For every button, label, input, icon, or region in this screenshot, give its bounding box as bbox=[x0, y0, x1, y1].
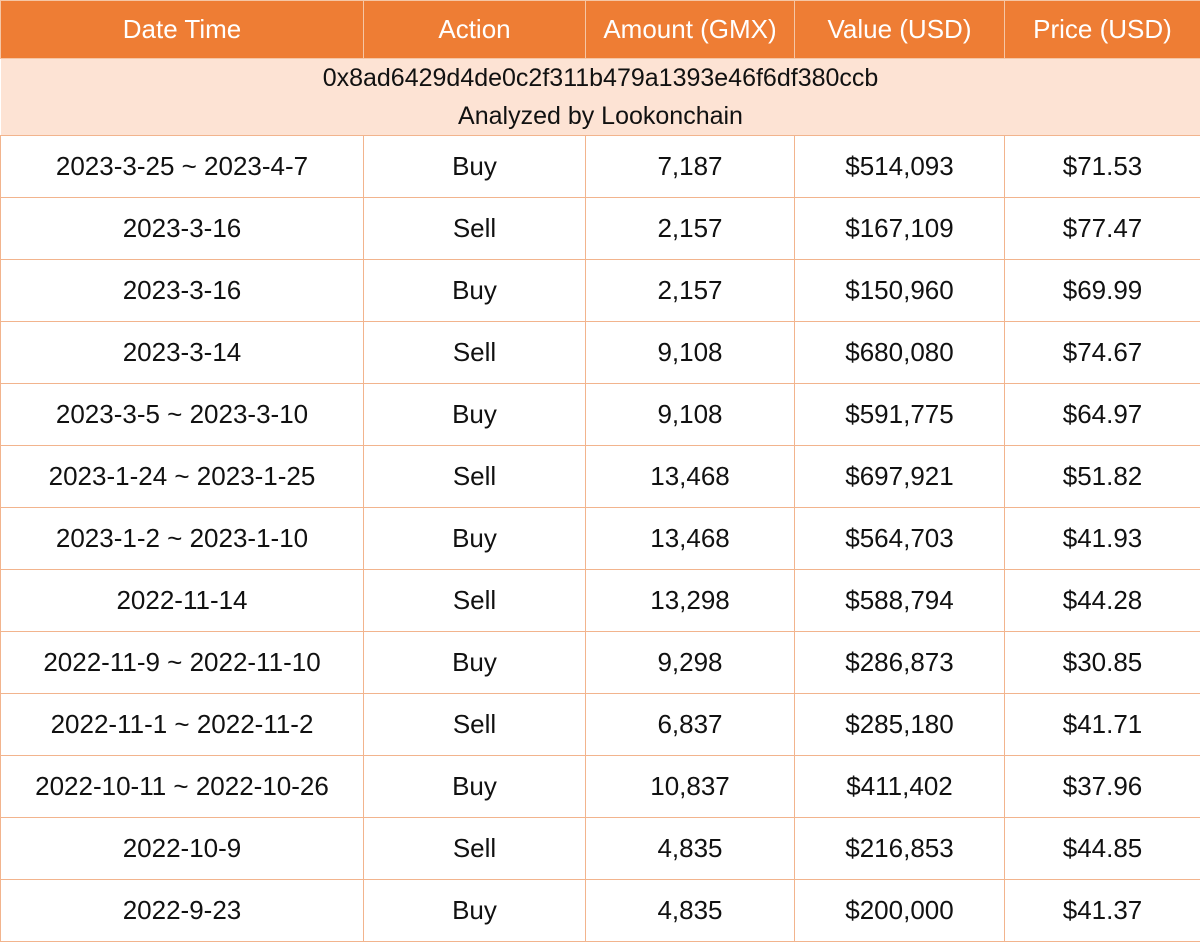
cell-price: $44.85 bbox=[1004, 817, 1200, 880]
cell-date-time: 2023-1-24 ~ 2023-1-25 bbox=[0, 445, 364, 508]
header-action: Action bbox=[363, 0, 586, 59]
cell-action: Buy bbox=[363, 879, 586, 942]
cell-date-time: 2023-3-5 ~ 2023-3-10 bbox=[0, 383, 364, 446]
table-row: 2023-3-16 Buy 2,157 $150,960 $69.99 bbox=[0, 259, 1200, 322]
cell-price: $69.99 bbox=[1004, 259, 1200, 322]
cell-value: $680,080 bbox=[794, 321, 1005, 384]
cell-price: $51.82 bbox=[1004, 445, 1200, 508]
cell-action: Buy bbox=[363, 259, 586, 322]
cell-date-time: 2022-9-23 bbox=[0, 879, 364, 942]
cell-price: $41.93 bbox=[1004, 507, 1200, 570]
cell-action: Buy bbox=[363, 507, 586, 570]
cell-price: $77.47 bbox=[1004, 197, 1200, 260]
header-date-time: Date Time bbox=[0, 0, 364, 59]
cell-action: Buy bbox=[363, 135, 586, 198]
cell-action: Buy bbox=[363, 755, 586, 818]
cell-date-time: 2023-3-25 ~ 2023-4-7 bbox=[0, 135, 364, 198]
cell-date-time: 2022-10-9 bbox=[0, 817, 364, 880]
cell-price: $30.85 bbox=[1004, 631, 1200, 694]
cell-date-time: 2023-3-16 bbox=[0, 197, 364, 260]
header-value: Value (USD) bbox=[794, 0, 1005, 59]
cell-action: Sell bbox=[363, 445, 586, 508]
cell-price: $74.67 bbox=[1004, 321, 1200, 384]
table-row: 2023-3-5 ~ 2023-3-10 Buy 9,108 $591,775 $64.… bbox=[0, 383, 1200, 446]
cell-action: Buy bbox=[363, 631, 586, 694]
table-row: 2023-3-16 Sell 2,157 $167,109 $77.47 bbox=[0, 197, 1200, 260]
cell-price: $41.71 bbox=[1004, 693, 1200, 756]
header-row: Date Time Action Amount (GMX) Value (USD… bbox=[0, 0, 1200, 59]
cell-amount: 9,108 bbox=[585, 321, 795, 384]
cell-value: $167,109 bbox=[794, 197, 1005, 260]
cell-action: Buy bbox=[363, 383, 586, 446]
cell-action: Sell bbox=[363, 817, 586, 880]
table-row: 2023-1-2 ~ 2023-1-10 Buy 13,468 $564,703 $41… bbox=[0, 507, 1200, 570]
cell-amount: 13,298 bbox=[585, 569, 795, 632]
cell-price: $44.28 bbox=[1004, 569, 1200, 632]
cell-amount: 10,837 bbox=[585, 755, 795, 818]
table-row: 2022-11-9 ~ 2022-11-10 Buy 9,298 $286,873 $3… bbox=[0, 631, 1200, 694]
wallet-address: 0x8ad6429d4de0c2f311b479a1393e46f6df380c… bbox=[0, 58, 1200, 97]
cell-date-time: 2022-11-1 ~ 2022-11-2 bbox=[0, 693, 364, 756]
cell-amount: 13,468 bbox=[585, 507, 795, 570]
cell-date-time: 2022-11-14 bbox=[0, 569, 364, 632]
address-row: 0x8ad6429d4de0c2f311b479a1393e46f6df380c… bbox=[0, 58, 1200, 97]
cell-amount: 2,157 bbox=[585, 197, 795, 260]
cell-price: $71.53 bbox=[1004, 135, 1200, 198]
cell-value: $564,703 bbox=[794, 507, 1005, 570]
cell-price: $64.97 bbox=[1004, 383, 1200, 446]
table-header: Date Time Action Amount (GMX) Value (USD… bbox=[0, 0, 1200, 59]
cell-amount: 4,835 bbox=[585, 817, 795, 880]
analyzed-by-label: Analyzed by Lookonchain bbox=[0, 97, 1200, 136]
cell-amount: 9,108 bbox=[585, 383, 795, 446]
cell-value: $150,960 bbox=[794, 259, 1005, 322]
table-row: 2023-3-14 Sell 9,108 $680,080 $74.67 bbox=[0, 321, 1200, 384]
cell-action: Sell bbox=[363, 197, 586, 260]
cell-value: $285,180 bbox=[794, 693, 1005, 756]
cell-value: $216,853 bbox=[794, 817, 1005, 880]
cell-amount: 6,837 bbox=[585, 693, 795, 756]
table-row: 2022-10-11 ~ 2022-10-26 Buy 10,837 $411,402… bbox=[0, 755, 1200, 818]
cell-action: Sell bbox=[363, 693, 586, 756]
cell-value: $200,000 bbox=[794, 879, 1005, 942]
cell-amount: 9,298 bbox=[585, 631, 795, 694]
table-row: 2022-11-14 Sell 13,298 $588,794 $44.28 bbox=[0, 569, 1200, 632]
cell-date-time: 2023-3-16 bbox=[0, 259, 364, 322]
cell-price: $41.37 bbox=[1004, 879, 1200, 942]
table-row: 2022-10-9 Sell 4,835 $216,853 $44.85 bbox=[0, 817, 1200, 880]
table-row: 2022-9-23 Buy 4,835 $200,000 $41.37 bbox=[0, 879, 1200, 942]
cell-date-time: 2023-3-14 bbox=[0, 321, 364, 384]
header-price: Price (USD) bbox=[1004, 0, 1200, 59]
cell-amount: 7,187 bbox=[585, 135, 795, 198]
cell-amount: 2,157 bbox=[585, 259, 795, 322]
cell-date-time: 2022-11-9 ~ 2022-11-10 bbox=[0, 631, 364, 694]
cell-date-time: 2023-1-2 ~ 2023-1-10 bbox=[0, 507, 364, 570]
cell-date-time: 2022-10-11 ~ 2022-10-26 bbox=[0, 755, 364, 818]
cell-value: $591,775 bbox=[794, 383, 1005, 446]
cell-value: $286,873 bbox=[794, 631, 1005, 694]
cell-action: Sell bbox=[363, 569, 586, 632]
table-row: 2023-3-25 ~ 2023-4-7 Buy 7,187 $514,093 $71.… bbox=[0, 135, 1200, 198]
cell-value: $411,402 bbox=[794, 755, 1005, 818]
cell-price: $37.96 bbox=[1004, 755, 1200, 818]
cell-amount: 4,835 bbox=[585, 879, 795, 942]
cell-value: $588,794 bbox=[794, 569, 1005, 632]
cell-value: $697,921 bbox=[794, 445, 1005, 508]
table-row: 2022-11-1 ~ 2022-11-2 Sell 6,837 $285,180 $4… bbox=[0, 693, 1200, 756]
cell-action: Sell bbox=[363, 321, 586, 384]
header-amount: Amount (GMX) bbox=[585, 0, 795, 59]
cell-amount: 13,468 bbox=[585, 445, 795, 508]
table-body: 0x8ad6429d4de0c2f311b479a1393e46f6df380c… bbox=[0, 58, 1200, 942]
cell-value: $514,093 bbox=[794, 135, 1005, 198]
table-row: 2023-1-24 ~ 2023-1-25 Sell 13,468 $697,921 $… bbox=[0, 445, 1200, 508]
attribution-row: Analyzed by Lookonchain bbox=[0, 97, 1200, 136]
